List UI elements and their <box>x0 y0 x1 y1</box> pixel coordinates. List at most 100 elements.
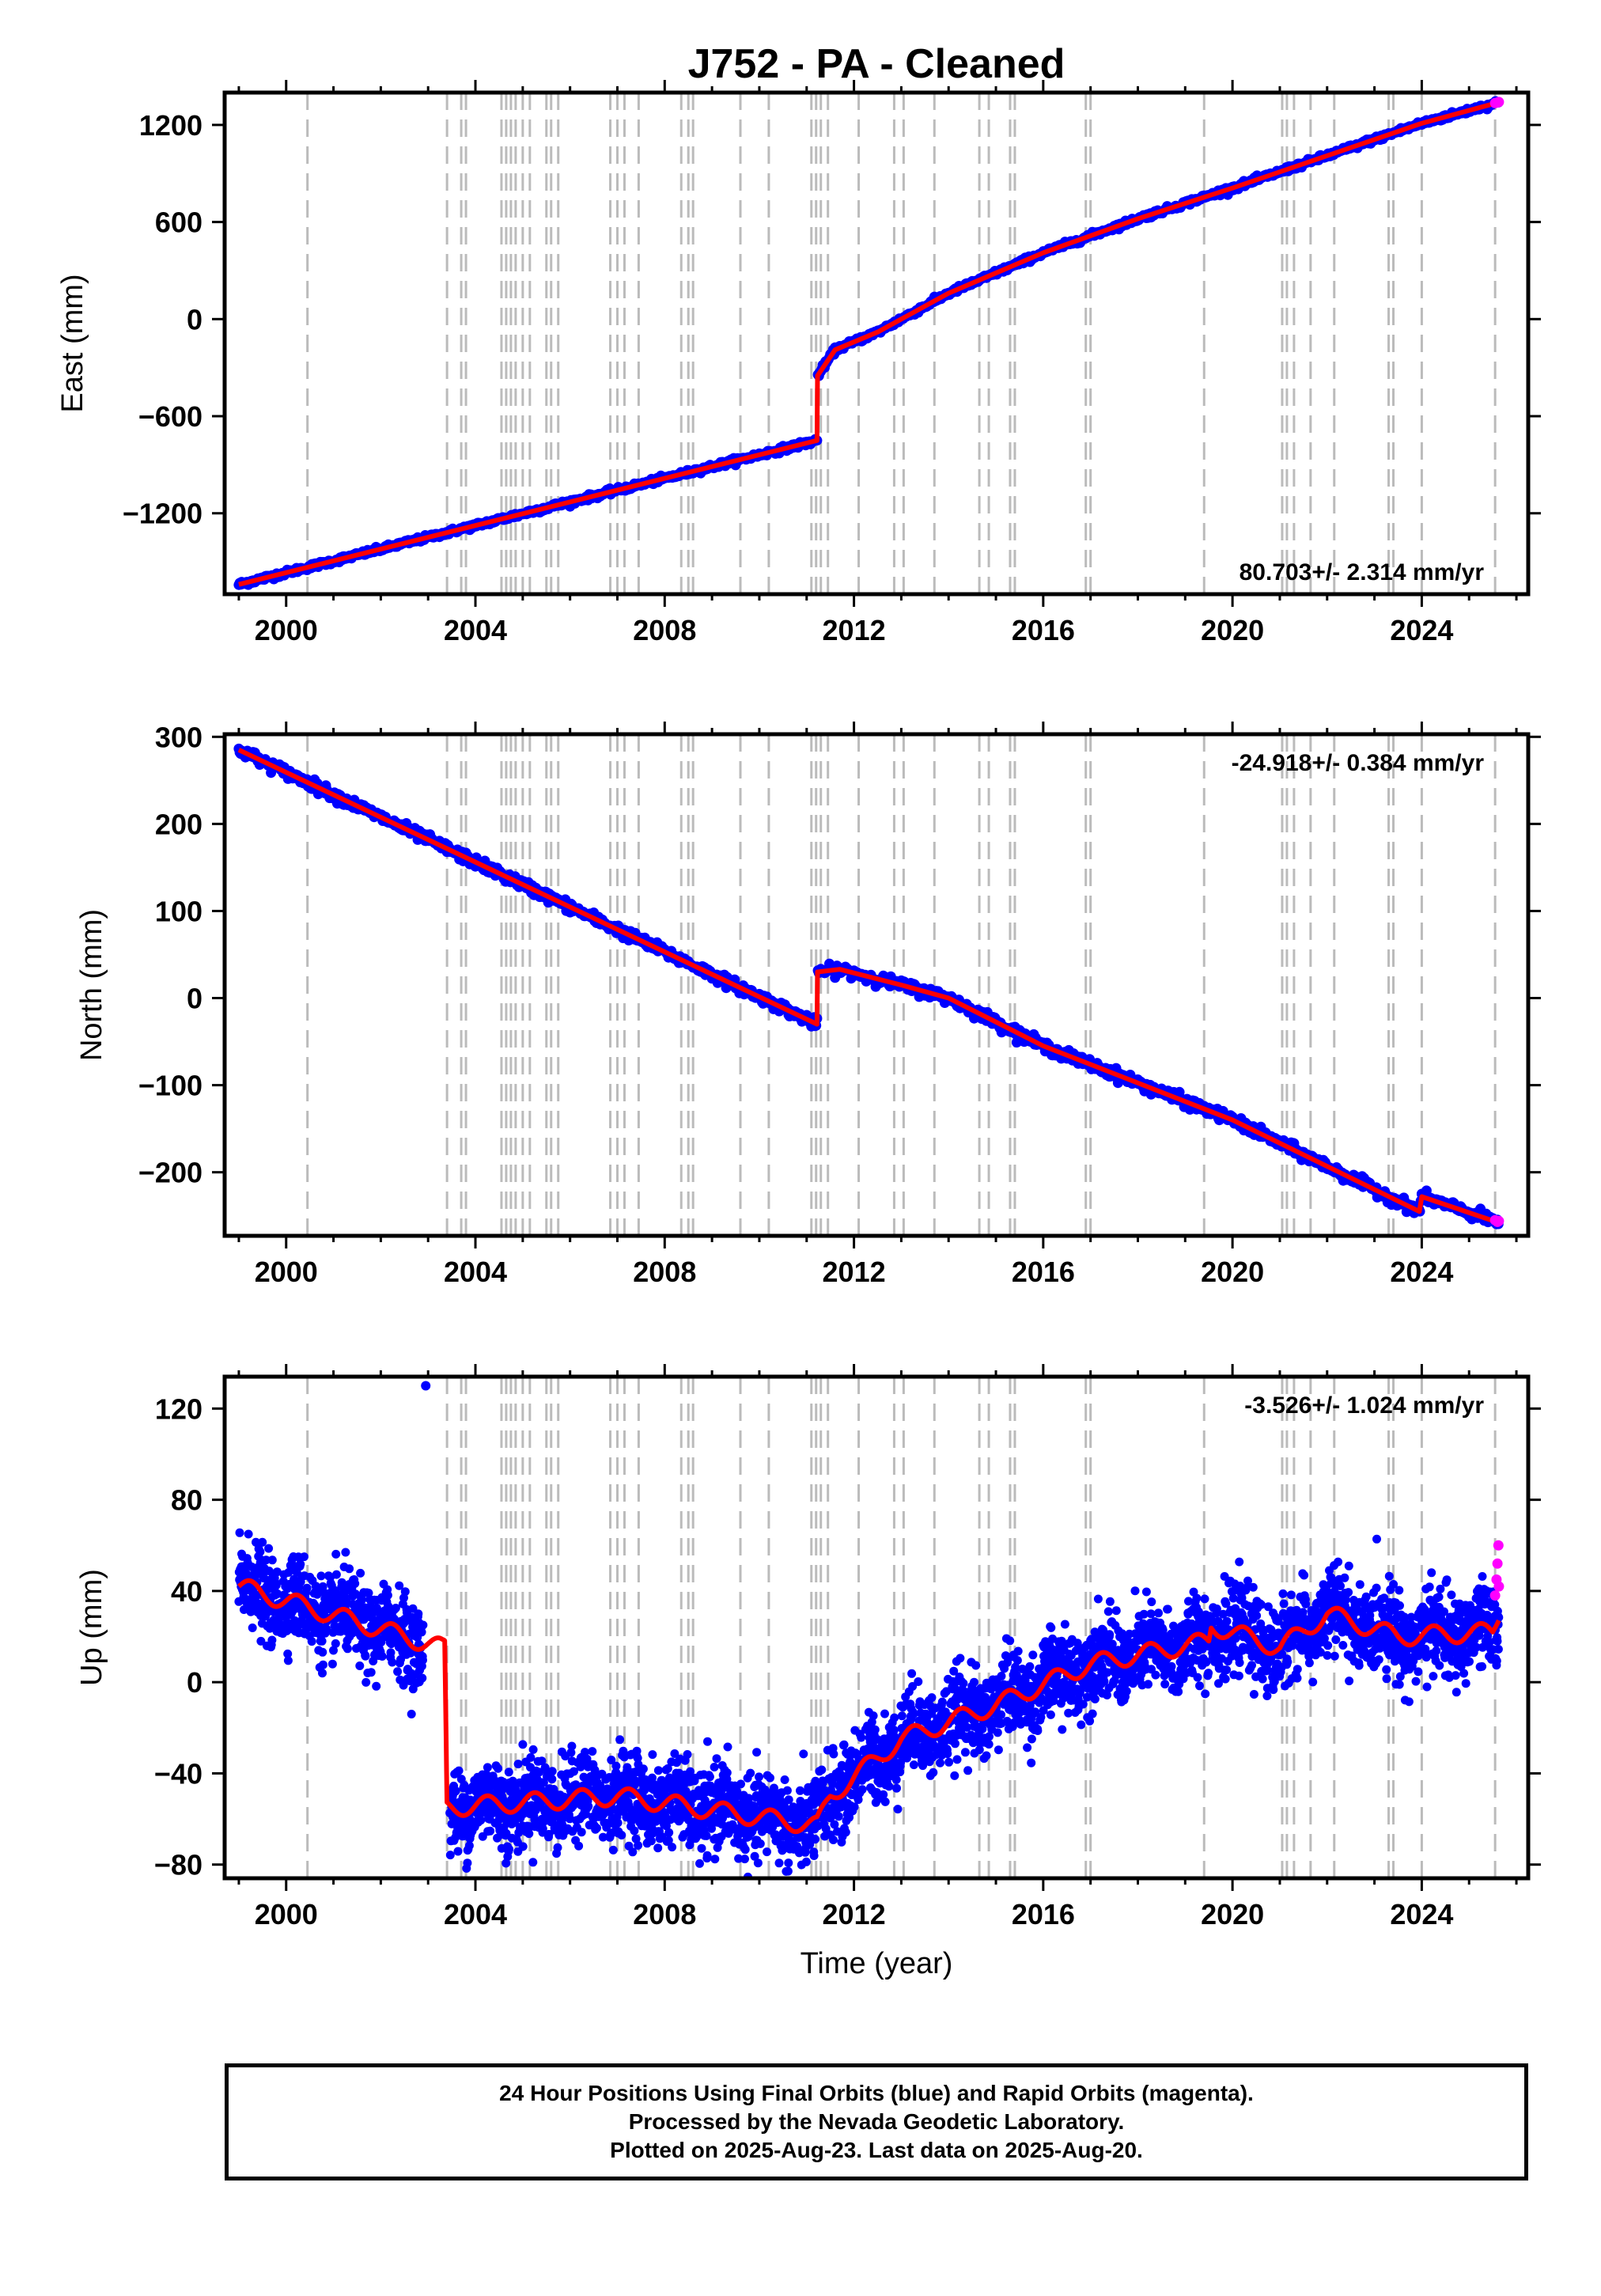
final-orbit-point <box>486 1826 495 1836</box>
final-orbit-point <box>596 1781 605 1790</box>
x-tick-label: 2016 <box>1012 1256 1075 1288</box>
final-orbit-point <box>453 1847 463 1856</box>
final-orbit-point <box>319 1660 327 1669</box>
final-orbit-point <box>331 1570 341 1579</box>
final-orbit-point <box>252 1537 260 1547</box>
final-orbit-point <box>703 1737 712 1746</box>
final-orbit-point <box>611 1761 621 1771</box>
final-orbit-point <box>695 1858 704 1868</box>
final-orbit-point <box>535 1767 544 1777</box>
final-orbit-point <box>451 1786 460 1796</box>
final-orbit-point <box>267 1555 277 1565</box>
final-orbit-point <box>318 1647 327 1657</box>
final-orbit-point <box>464 1841 474 1851</box>
final-orbit-points <box>233 743 1504 1229</box>
final-orbit-point <box>528 1745 538 1754</box>
final-orbit-point <box>615 1735 625 1745</box>
final-orbit-point <box>736 1779 745 1789</box>
final-orbit-point <box>256 1636 266 1646</box>
final-orbit-point <box>302 1583 312 1593</box>
final-orbit-point <box>388 1658 397 1667</box>
final-orbit-point <box>316 1571 326 1581</box>
final-orbit-point <box>272 1567 282 1577</box>
final-orbit-point <box>350 1579 360 1588</box>
final-orbit-point <box>565 1814 574 1824</box>
final-orbit-point <box>248 1623 257 1632</box>
final-orbit-point <box>255 1547 265 1556</box>
panel-2: 2000 2004 2008 2012 2016 2020 20243002001000−1… <box>75 721 1541 1288</box>
rate-label: -24.918+/- 0.384 mm/yr <box>1232 750 1485 776</box>
rate-label: 80.703+/- 2.314 mm/yr <box>1240 559 1485 585</box>
final-orbit-point <box>296 1559 305 1569</box>
y-tick-label: 100 <box>155 895 202 927</box>
final-orbit-point <box>653 1766 663 1775</box>
final-orbit-point <box>784 1858 793 1868</box>
final-orbit-point <box>766 1773 774 1783</box>
final-orbit-point <box>518 1740 528 1749</box>
final-orbit-point <box>631 1834 641 1843</box>
final-orbit-point <box>745 1881 754 1890</box>
final-orbit-point <box>755 1839 765 1848</box>
final-orbit-point <box>602 1823 611 1832</box>
final-orbit-point <box>322 1624 331 1634</box>
final-orbit-point <box>355 1661 365 1670</box>
final-orbit-point <box>567 1741 577 1751</box>
final-orbit-point <box>524 1829 534 1839</box>
final-orbit-point <box>318 1669 327 1678</box>
panels: 2000 2004 2008 2012 2016 2020 202412006000−600… <box>56 80 1541 1980</box>
final-orbit-point <box>547 1775 557 1784</box>
final-orbit-point <box>608 1845 618 1855</box>
y-tick-label: 200 <box>155 808 202 840</box>
x-tick-label: 2024 <box>1390 614 1453 646</box>
plot-frame <box>222 732 1531 1238</box>
final-orbit-point <box>383 1590 392 1600</box>
final-orbit-point <box>526 1752 536 1762</box>
final-orbit-point <box>668 1843 677 1852</box>
final-orbit-point <box>505 1844 514 1854</box>
y-tick-label: 1200 <box>139 109 202 142</box>
final-orbit-point <box>283 1649 293 1658</box>
y-axis-label: East (mm) <box>56 274 89 412</box>
final-orbit-point <box>617 1831 626 1839</box>
model-line <box>237 748 1500 1226</box>
final-orbit-point <box>329 1646 338 1655</box>
final-orbit-point <box>710 1855 720 1864</box>
rapid-orbit-point <box>1493 97 1504 108</box>
final-orbit-point <box>407 1710 416 1718</box>
chart-title: J752 - PA - Cleaned <box>688 41 1065 87</box>
final-orbit-point <box>356 1568 365 1578</box>
final-orbit-point <box>746 1768 755 1778</box>
final-orbit-point <box>809 1851 819 1860</box>
x-tick-label: 2000 <box>255 1256 318 1288</box>
x-tick-label: 2012 <box>823 614 886 646</box>
final-orbit-point <box>632 1746 642 1756</box>
final-orbit-point <box>566 1748 576 1757</box>
final-orbit-point <box>258 1537 267 1547</box>
final-orbit-point <box>547 1767 557 1776</box>
final-orbit-point <box>577 1828 586 1837</box>
y-tick-label: 600 <box>155 206 202 239</box>
final-orbit-point <box>399 1680 408 1690</box>
final-orbit-points <box>234 1381 1504 1890</box>
final-orbit-point <box>740 1845 750 1855</box>
final-orbit-point <box>418 1655 427 1665</box>
rapid-orbit-points <box>1489 1214 1504 1227</box>
final-orbit-point <box>723 1742 732 1752</box>
final-orbit-point <box>584 1802 593 1811</box>
final-orbit-point <box>817 1765 827 1775</box>
final-orbit-point <box>570 1767 578 1776</box>
final-orbit-point <box>630 1826 639 1836</box>
final-orbit-point <box>504 1767 513 1777</box>
plot-area <box>233 93 1504 594</box>
plot-area <box>234 1377 1504 1890</box>
final-orbit-point <box>463 1858 472 1868</box>
final-orbit-point <box>780 1775 789 1784</box>
final-orbit-point <box>664 1828 674 1837</box>
plot-area <box>233 734 1504 1236</box>
final-orbit-point <box>414 1609 423 1619</box>
final-orbit-point <box>300 1552 308 1562</box>
final-orbit-point <box>244 1529 253 1539</box>
final-orbit-point <box>782 1786 792 1795</box>
final-orbit-point <box>418 1673 427 1683</box>
model-line <box>238 100 1500 587</box>
